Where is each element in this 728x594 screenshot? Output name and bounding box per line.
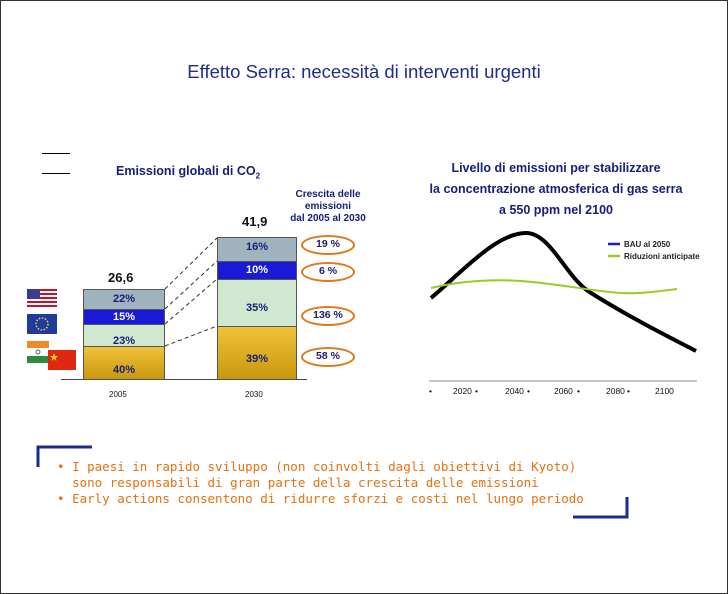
total-2030: 41,9 <box>242 214 268 229</box>
bar-segment <box>217 326 297 380</box>
x-tick-label: 2080 <box>606 386 625 396</box>
bar-value-label: 23% <box>112 335 136 347</box>
eu-flag-icon <box>27 314 57 334</box>
bullet-item: • Early actions consentono di ridurre sf… <box>57 491 584 506</box>
china-flag-icon <box>48 350 76 370</box>
growth-badge: 6 % <box>301 262 355 282</box>
x-tick-label: 2060 <box>554 386 573 396</box>
x-tick-label: 2020 <box>453 386 472 396</box>
x-tick-label: 2040 <box>505 386 524 396</box>
series-line-bau <box>429 230 697 353</box>
series-line-anticipate <box>430 279 678 295</box>
x-tick-dot: • <box>475 386 478 396</box>
growth-header: Crescita delle emissioni dal 2005 al 203… <box>290 189 366 224</box>
legend-label-anticipate: Riduzioni anticipate <box>624 252 700 261</box>
x-tick-dot: • <box>627 386 630 396</box>
us-flag-icon <box>27 289 57 309</box>
bar-value-label: 16% <box>245 241 269 253</box>
growth-badge: 58 % <box>301 347 355 367</box>
bar-value-label: 40% <box>112 364 136 376</box>
x-label-2030: 2030 <box>245 390 263 399</box>
right-chart-title: Livello di emissioni per stabilizzare la… <box>429 161 683 217</box>
bar-segment <box>217 279 297 327</box>
bar-segment <box>83 346 165 380</box>
bullet-item: • I paesi in rapido sviluppo (non coinvo… <box>57 459 577 474</box>
bar-value-label: 39% <box>245 353 269 365</box>
bar-value-label: 15% <box>112 311 136 323</box>
bar-value-label: 35% <box>245 302 269 314</box>
bar-axis <box>61 379 307 380</box>
x-tick-dot: • <box>527 386 530 396</box>
bar-segment <box>217 237 297 262</box>
growth-badge: 19 % <box>301 235 355 255</box>
bullet-item-continuation: sono responsabili di gran parte della cr… <box>72 475 539 490</box>
bullet-list: • I paesi in rapido sviluppo (non coinvo… <box>57 459 584 507</box>
india-flag-icon <box>27 341 49 363</box>
emissions-line-chart: BAU al 2050 Riduzioni anticipate • 2020 … <box>429 230 700 396</box>
total-2005: 26,6 <box>108 270 134 285</box>
legend-label-bau: BAU al 2050 <box>624 240 671 249</box>
slide-title: Effetto Serra: necessità di interventi u… <box>187 61 541 82</box>
left-chart-title: Emissioni globali di CO2 <box>116 164 261 181</box>
x-label-2005: 2005 <box>109 390 127 399</box>
x-tick-dot: • <box>429 386 432 396</box>
divider-line <box>42 153 70 154</box>
bar-value-label: 10% <box>245 264 269 276</box>
bar-value-label: 22% <box>112 293 136 305</box>
x-tick-label: 2100 <box>655 386 674 396</box>
growth-badge: 136 % <box>301 306 355 326</box>
x-tick-dot: • <box>577 386 580 396</box>
divider-line <box>42 173 70 174</box>
